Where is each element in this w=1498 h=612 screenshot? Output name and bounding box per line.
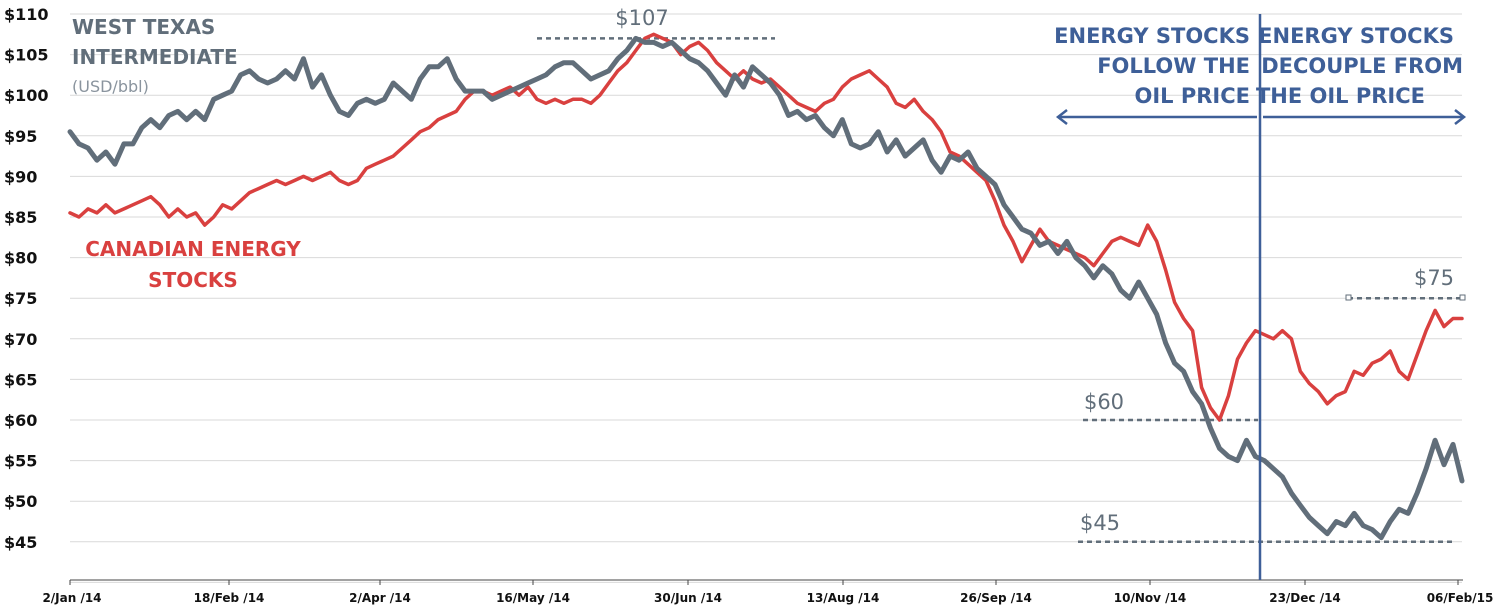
y-tick-label: $110 [4,5,49,24]
x-tick-label: 16/May /14 [496,591,570,605]
y-tick-label: $90 [4,167,37,186]
annotation-107: $107 [615,6,668,30]
annotation-75: $75 [1414,266,1454,290]
x-tick-label: 26/Sep /14 [960,591,1032,605]
phase-decouple-line-1: ENERGY STOCKS [1258,24,1454,48]
phase-decouple-line-3: THE OIL PRICE [1256,84,1425,108]
x-tick-label: 06/Feb/15 [1427,591,1494,605]
y-tick-label: $60 [4,411,37,430]
wti-series-label-line-2: INTERMEDIATE [72,45,238,69]
x-tick-label: 23/Dec /14 [1269,591,1341,605]
y-tick-label: $75 [4,289,37,308]
y-tick-label: $65 [4,370,37,389]
series-lines [67,32,1465,541]
y-tick-label: $105 [4,46,49,65]
wti-unit-label: (USD/bbl) [72,77,149,96]
y-tick-label: $50 [4,492,37,511]
annotation-45: $45 [1080,511,1120,535]
phase-decouple-line-2: DECOUPLE FROM [1261,54,1463,78]
y-tick-label: $45 [4,533,37,552]
y-tick-label: $95 [4,127,37,146]
decouple-arrow-head-icon [1454,109,1467,125]
phase-follow-line-2: FOLLOW THE [1097,54,1250,78]
annotation-60: $60 [1084,390,1124,414]
y-tick-label: $100 [4,86,49,105]
cad-series-label-line-1: CANADIAN ENERGY [85,237,301,261]
wti-series-line [67,35,1465,541]
x-tick-label: 2/Jan /14 [42,591,101,605]
wti-series-label-line-1: WEST TEXAS [72,15,215,39]
canadian-energy-series-line [68,32,1464,422]
x-axis-ticks: 2/Jan /14 18/Feb /14 2/Apr /14 16/May /14 30… [42,580,1493,605]
marker-square-icon [1345,294,1352,301]
y-tick-label: $55 [4,452,37,471]
y-axis-ticks: $110 $105 $100 $95 $90 $85 $80 $75 $70 $65 $60 $55 $… [4,5,49,552]
x-tick-label: 30/Jun /14 [654,591,722,605]
follow-arrow-head-icon [1055,109,1068,125]
phase-follow-line-1: ENERGY STOCKS [1054,24,1250,48]
phase-follow-line-3: OIL PRICE [1135,84,1251,108]
reference-lines [537,37,1462,544]
x-tick-label: 13/Aug /14 [807,591,880,605]
cad-series-label-line-2: STOCKS [148,268,238,292]
y-tick-label: $70 [4,330,37,349]
y-tick-label: $85 [4,208,37,227]
marker-square-icon [1459,294,1466,301]
gridlines [70,13,1462,583]
x-tick-label: 2/Apr /14 [349,591,411,605]
x-tick-label: 18/Feb /14 [194,591,265,605]
y-tick-label: $80 [4,249,37,268]
x-tick-label: 10/Nov /14 [1114,591,1186,605]
